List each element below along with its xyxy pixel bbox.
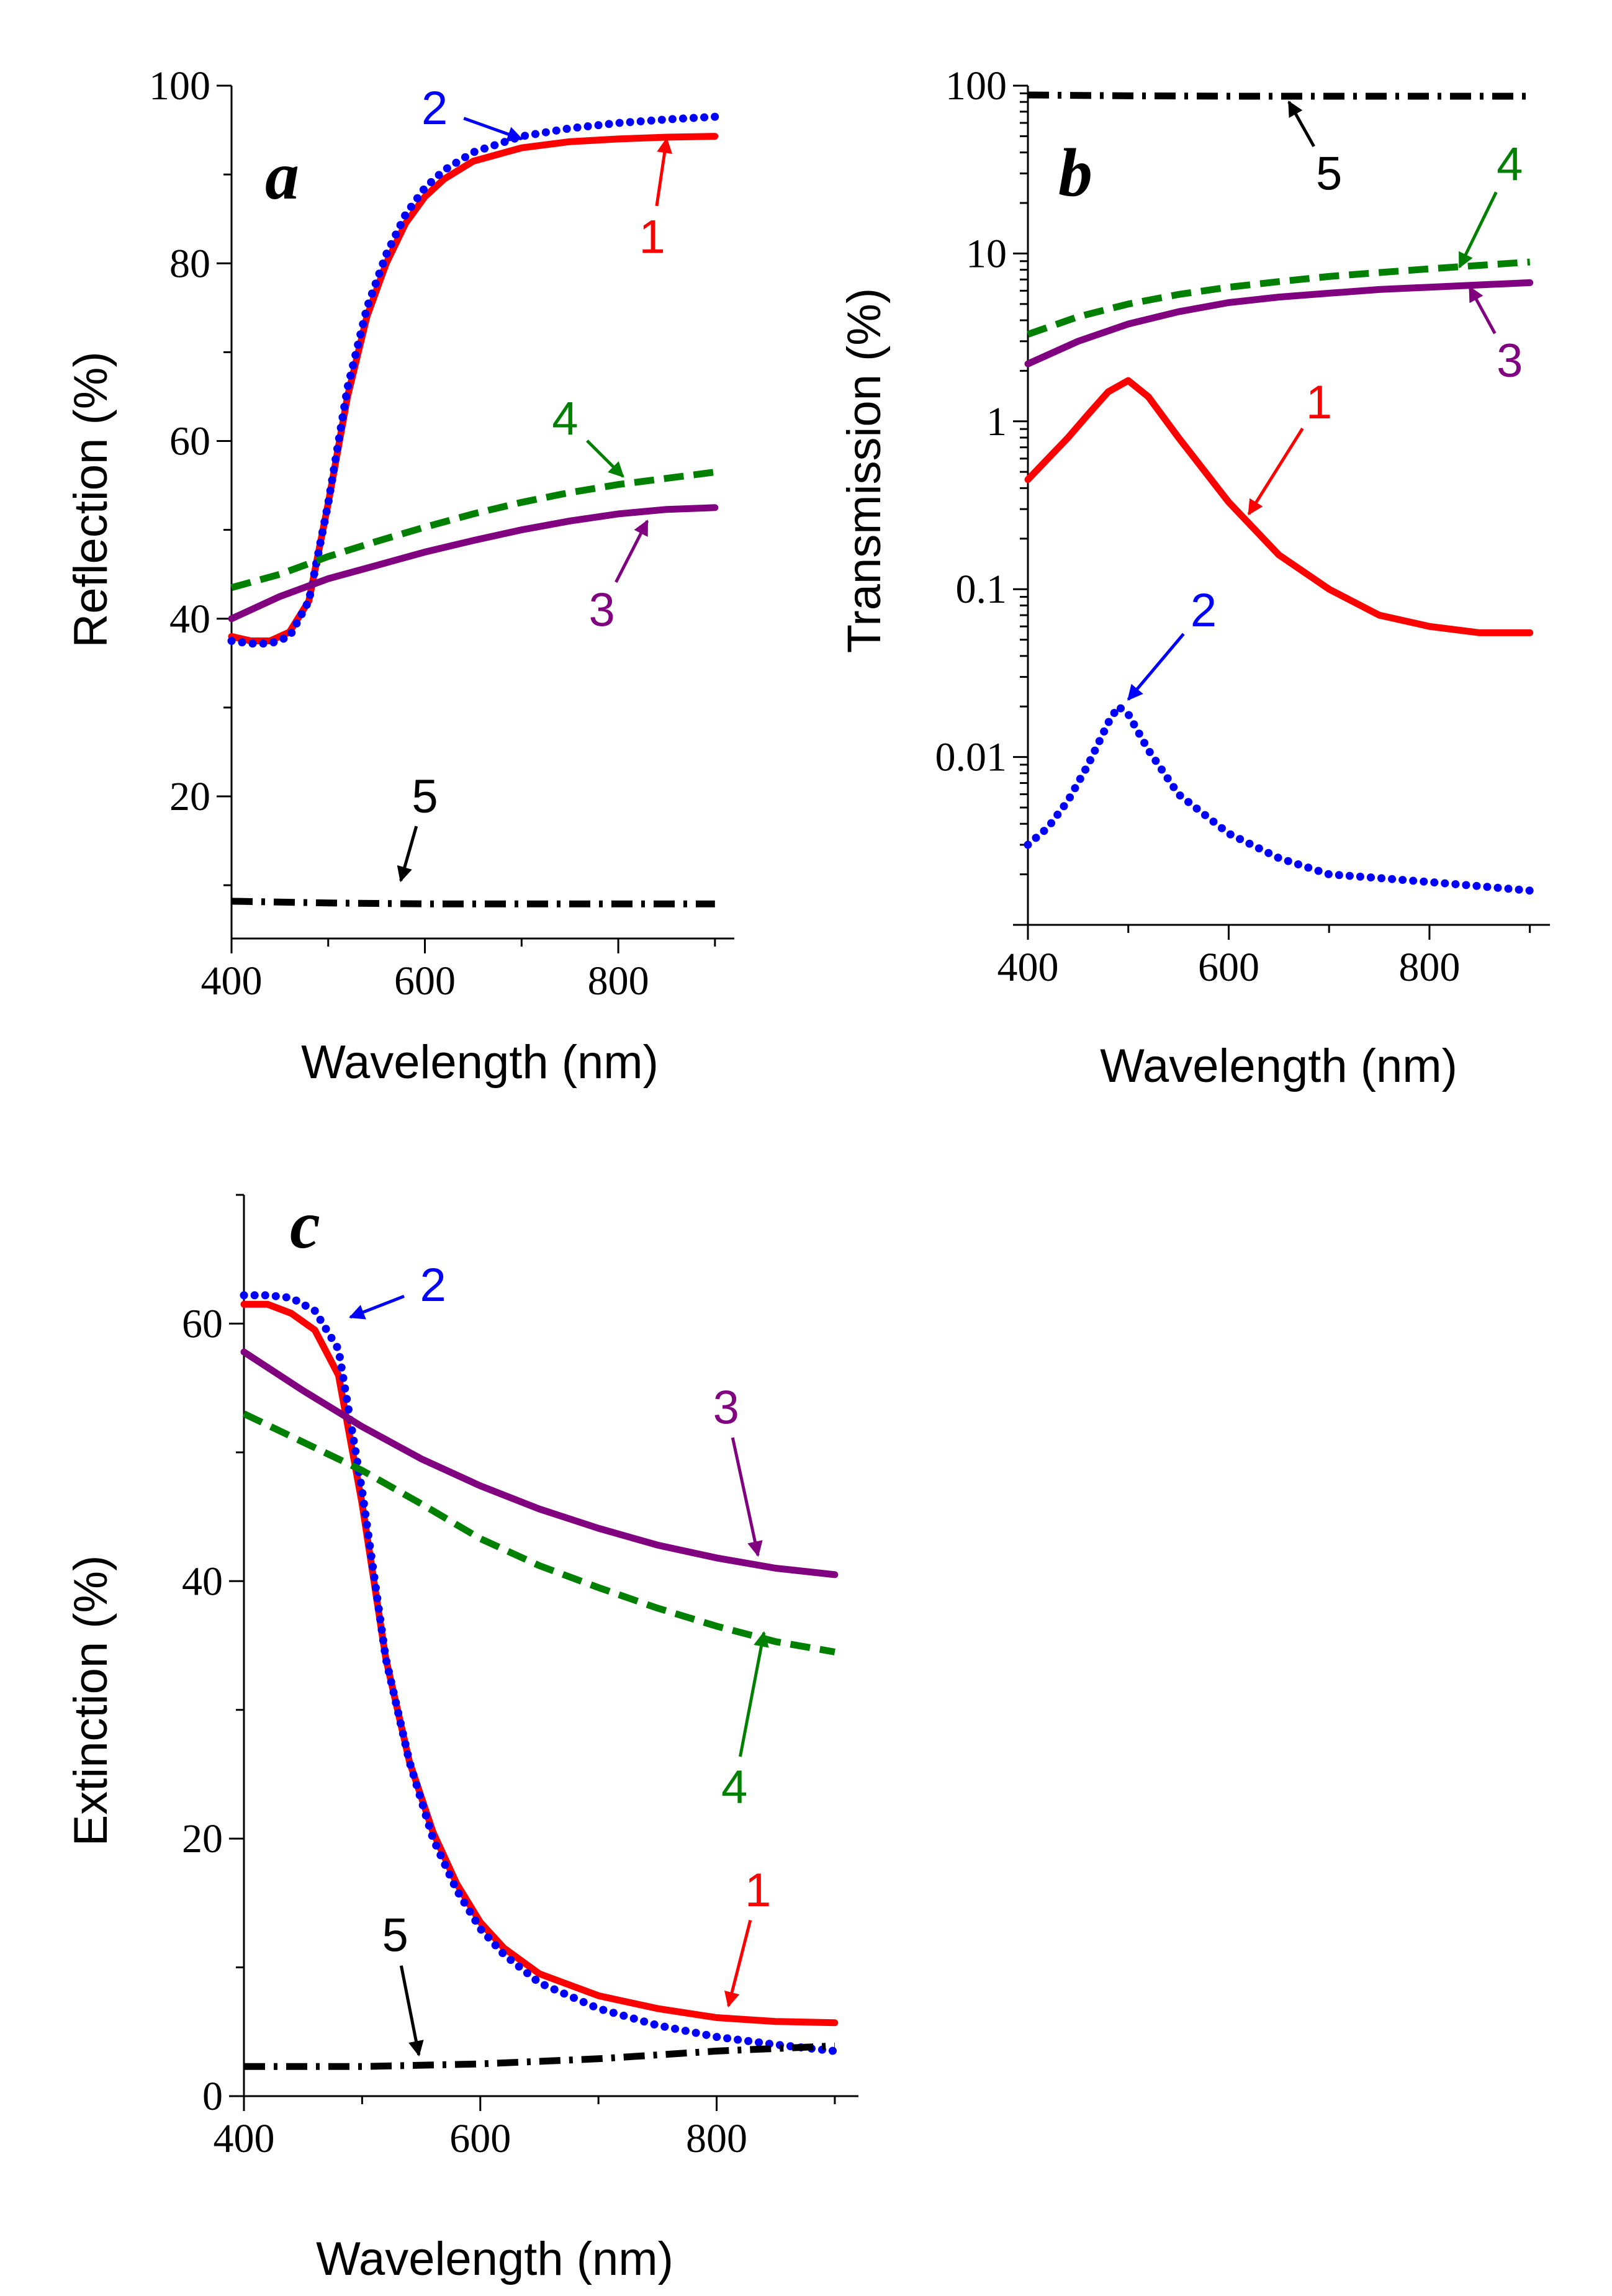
curve-arrow-4 xyxy=(586,439,624,478)
curve-arrow-1 xyxy=(1247,428,1304,516)
y-axis-title-b: Transmission (%) xyxy=(838,288,891,653)
series-4-line xyxy=(230,469,716,592)
panel-letter-a: a xyxy=(265,138,299,214)
curve-arrow-2 xyxy=(463,117,523,142)
curve-arrow-5 xyxy=(399,1965,424,2057)
x-tick-label: 600 xyxy=(1198,945,1259,990)
series-1-line xyxy=(228,133,719,644)
y-tick-label: 0 xyxy=(202,2074,223,2119)
y-tick-label: 100 xyxy=(945,63,1007,109)
series-3-line xyxy=(1024,279,1534,367)
curve-label-4: 4 xyxy=(721,1761,747,1814)
y-tick-label: 0.1 xyxy=(956,567,1007,612)
curve-label-1: 1 xyxy=(745,1864,771,1917)
panel-b: b 400 600 800 0.01 0.1 1 10 100 1 2 3 4 5 Wavelength… xyxy=(838,63,1550,1092)
curve-arrow-3 xyxy=(731,1437,763,1557)
curve-label-2: 2 xyxy=(421,82,448,135)
y-tick-label: 40 xyxy=(169,597,210,642)
y-tick-label: 10 xyxy=(966,231,1007,276)
y-tick-label: 60 xyxy=(182,1301,223,1346)
x-axis-title-a: Wavelength (nm) xyxy=(301,1036,659,1089)
y-tick-label: 1 xyxy=(986,399,1007,444)
y-tick-label: 0.01 xyxy=(935,735,1007,780)
curve-label-1: 1 xyxy=(639,210,665,263)
x-tick-label: 400 xyxy=(214,2116,275,2161)
curve-label-2: 2 xyxy=(420,1259,446,1312)
y-tick-label: 60 xyxy=(169,419,210,464)
curve-arrow-1 xyxy=(724,1919,752,2008)
curve-arrow-3 xyxy=(1468,286,1497,335)
curve-label-5: 5 xyxy=(412,770,438,823)
curve-label-5: 5 xyxy=(1316,147,1342,200)
series-4-line xyxy=(1027,258,1531,338)
series-5-line xyxy=(1027,91,1530,100)
y-axis-title-c: Extinction (%) xyxy=(65,1555,117,1847)
series-3-line xyxy=(228,504,719,623)
x-tick-label: 800 xyxy=(1398,945,1460,990)
series-5-line xyxy=(244,2042,835,2070)
y-tick-label: 80 xyxy=(169,241,210,286)
curve-arrow-4 xyxy=(739,1631,769,1757)
curve-arrow-2 xyxy=(1127,633,1185,701)
series-1-line xyxy=(1024,377,1534,636)
series-1-line xyxy=(240,1300,839,2027)
x-tick-label: 800 xyxy=(588,958,649,1004)
curve-arrow-5 xyxy=(1287,101,1315,148)
x-tick-label: 600 xyxy=(449,2116,511,2161)
curve-label-1: 1 xyxy=(1306,376,1332,429)
y-tick-label: 40 xyxy=(182,1559,223,1604)
series-2-line xyxy=(227,112,719,648)
y-axis-title-a: Reflection (%) xyxy=(65,351,117,647)
x-axis-title-b: Wavelength (nm) xyxy=(1100,1040,1457,1092)
y-tick-label: 20 xyxy=(169,774,210,819)
x-tick-label: 600 xyxy=(394,958,456,1004)
panel-a: a 400 600 800 20 40 60 80 100 1 2 3 4 5 Wavelength (… xyxy=(65,63,734,1089)
y-tick-label: 100 xyxy=(149,63,210,109)
series-4-line xyxy=(242,1410,835,1655)
y-tick-label: 20 xyxy=(182,1816,223,1862)
curve-arrow-4 xyxy=(1458,191,1498,269)
curve-arrow-3 xyxy=(615,520,649,583)
panel-letter-c: c xyxy=(290,1187,320,1263)
series-5-line xyxy=(231,898,715,907)
x-tick-label: 400 xyxy=(997,945,1059,990)
curve-label-3: 3 xyxy=(713,1381,739,1434)
curve-label-5: 5 xyxy=(382,1909,408,1962)
x-tick-label: 400 xyxy=(201,958,263,1004)
series-2-line xyxy=(1024,702,1534,895)
curve-label-3: 3 xyxy=(1497,335,1523,387)
curve-label-4: 4 xyxy=(552,393,578,446)
curve-label-3: 3 xyxy=(588,583,615,636)
series-2-line xyxy=(240,1291,839,2055)
curve-label-4: 4 xyxy=(1497,138,1523,191)
curve-arrow-5 xyxy=(397,826,418,883)
curve-arrow-2 xyxy=(349,1295,405,1320)
curve-label-2: 2 xyxy=(1191,584,1217,637)
panel-letter-b: b xyxy=(1058,135,1092,210)
curve-arrow-1 xyxy=(655,137,673,207)
x-tick-label: 800 xyxy=(686,2116,747,2161)
series-3-line xyxy=(240,1348,839,1578)
x-axis-title-c: Wavelength (nm) xyxy=(316,2233,673,2285)
